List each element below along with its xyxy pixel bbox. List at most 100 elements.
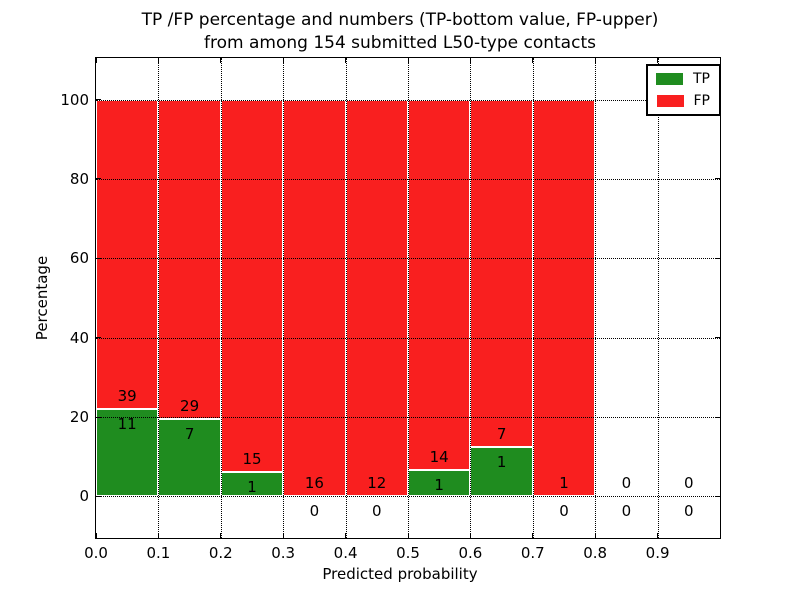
tp-count-label-3: 0 — [309, 502, 320, 521]
fp-count-label-8: 0 — [621, 474, 632, 493]
bar-segment-fp-3 — [283, 99, 346, 497]
y-tick-label-20: 20 — [69, 408, 89, 426]
x-tick-bottom-0.4 — [345, 533, 347, 538]
x-tick-bottom-0.9 — [657, 533, 659, 538]
tp-count-label-4: 0 — [372, 502, 382, 521]
bar-segment-tp-0 — [96, 409, 159, 497]
x-tick-top-0.9 — [657, 58, 659, 63]
legend-label-fp: FP — [693, 93, 711, 109]
gridline-x-0.1 — [158, 58, 160, 538]
y-tick-right-80 — [715, 178, 720, 180]
x-axis-label: Predicted probability — [322, 565, 478, 583]
x-tick-label-0.2: 0.2 — [208, 544, 233, 562]
x-tick-bottom-0.7 — [532, 533, 534, 538]
chart-title: TP /FP percentage and numbers (TP-bottom… — [0, 9, 800, 55]
fp-count-label-9: 0 — [684, 474, 694, 493]
bar-segment-fp-1 — [158, 99, 221, 420]
bar-segment-fp-2 — [220, 99, 284, 472]
y-tick-left-40 — [96, 337, 101, 339]
chart-title-line1: TP /FP percentage and numbers (TP-bottom… — [141, 10, 659, 30]
tp-count-label-6: 1 — [496, 452, 507, 471]
legend-entry-fp: FP — [656, 94, 710, 108]
x-tick-bottom-0.8 — [594, 533, 596, 538]
x-tick-label-0.0: 0.0 — [84, 544, 108, 562]
bar-segment-fp-6 — [470, 99, 533, 447]
gridline-x-0.3 — [283, 58, 285, 538]
x-tick-top-0.1 — [157, 58, 159, 63]
tp-count-label-7: 0 — [559, 502, 569, 521]
fp-color-swatch — [656, 95, 684, 107]
x-tick-top-0.2 — [220, 58, 222, 63]
bar-segment-tp-5 — [408, 469, 471, 497]
gridline-x-0.4 — [345, 58, 347, 538]
fp-count-label-2: 15 — [242, 449, 262, 468]
x-tick-label-0.3: 0.3 — [271, 544, 296, 562]
y-tick-label-0: 0 — [79, 487, 89, 506]
y-axis-label: Percentage — [33, 255, 51, 341]
x-tick-bottom-0 — [95, 533, 97, 538]
y-tick-left-0 — [96, 495, 101, 497]
bar-segment-fp-5 — [408, 99, 471, 470]
tp-count-label-5: 1 — [434, 475, 444, 494]
x-tick-label-0.9: 0.9 — [645, 544, 670, 562]
y-tick-right-60 — [715, 257, 720, 259]
y-tick-label-60: 60 — [69, 249, 89, 268]
fp-count-label-0: 39 — [117, 387, 137, 406]
y-tick-right-0 — [715, 495, 720, 497]
x-tick-top-0.4 — [345, 58, 347, 63]
fp-count-label-7: 1 — [559, 474, 569, 493]
x-tick-bottom-0.5 — [407, 533, 409, 538]
y-tick-left-100 — [96, 99, 101, 101]
x-tick-label-0.7: 0.7 — [520, 544, 545, 562]
tp-count-label-0: 11 — [117, 415, 137, 434]
x-tick-label-0.8: 0.8 — [583, 544, 608, 562]
tp-count-label-2: 1 — [247, 477, 257, 496]
plot-area: TP FP 39 11 29 7 15 1 16 0 12 0 14 1 7 1 1 0 0 0 0 0 — [95, 57, 721, 539]
x-tick-bottom-0.2 — [220, 533, 222, 538]
y-tick-label-100: 100 — [60, 90, 89, 109]
x-tick-top-0 — [95, 58, 97, 63]
y-tick-left-20 — [96, 416, 101, 418]
gridline-x-0.5 — [408, 58, 409, 538]
tp-count-label-8: 0 — [621, 502, 632, 521]
x-tick-top-0.8 — [594, 58, 596, 63]
x-tick-label-0.6: 0.6 — [458, 544, 483, 562]
y-tick-left-60 — [96, 257, 101, 259]
bar-segment-tp-2 — [220, 471, 284, 497]
x-tick-bottom-0.6 — [469, 533, 471, 538]
tp-count-label-1: 7 — [184, 425, 195, 444]
gridline-x-0.7 — [532, 58, 534, 538]
x-tick-top-0.6 — [469, 58, 471, 63]
gridline-x-0.2 — [220, 58, 222, 538]
legend-entry-tp: TP — [656, 72, 710, 86]
x-tick-label-0.1: 0.1 — [146, 544, 171, 562]
fp-count-label-1: 29 — [180, 397, 200, 416]
x-tick-bottom-0.1 — [157, 533, 159, 538]
tp-color-swatch — [656, 73, 683, 85]
y-tick-label-40: 40 — [69, 328, 89, 347]
y-tick-right-40 — [715, 337, 720, 339]
legend-label-tp: TP — [693, 71, 710, 87]
y-tick-right-20 — [715, 416, 720, 418]
chart-title-line2: from among 154 submitted L50-type contac… — [204, 33, 596, 53]
bar-segment-fp-0 — [96, 99, 159, 410]
x-tick-top-0.3 — [282, 58, 284, 63]
x-tick-top-0.7 — [532, 58, 534, 63]
fp-count-label-5: 14 — [429, 447, 449, 466]
y-tick-left-80 — [96, 178, 101, 180]
bar-segment-fp-4 — [345, 99, 408, 497]
bar-segment-fp-7 — [532, 99, 596, 497]
y-tick-label-80: 80 — [69, 169, 89, 188]
fp-count-label-4: 12 — [367, 474, 387, 493]
gridline-x-0.9 — [657, 58, 659, 538]
gridline-x-0.8 — [595, 58, 597, 538]
legend: TP FP — [646, 64, 721, 116]
gridline-x-0.6 — [470, 58, 472, 538]
tp-count-label-9: 0 — [684, 502, 694, 521]
x-tick-top-0.5 — [407, 58, 409, 63]
x-tick-label-0.5: 0.5 — [396, 544, 420, 562]
x-tick-bottom-0.3 — [282, 533, 284, 538]
fp-count-label-3: 16 — [304, 474, 324, 493]
fp-count-label-6: 7 — [496, 424, 507, 443]
